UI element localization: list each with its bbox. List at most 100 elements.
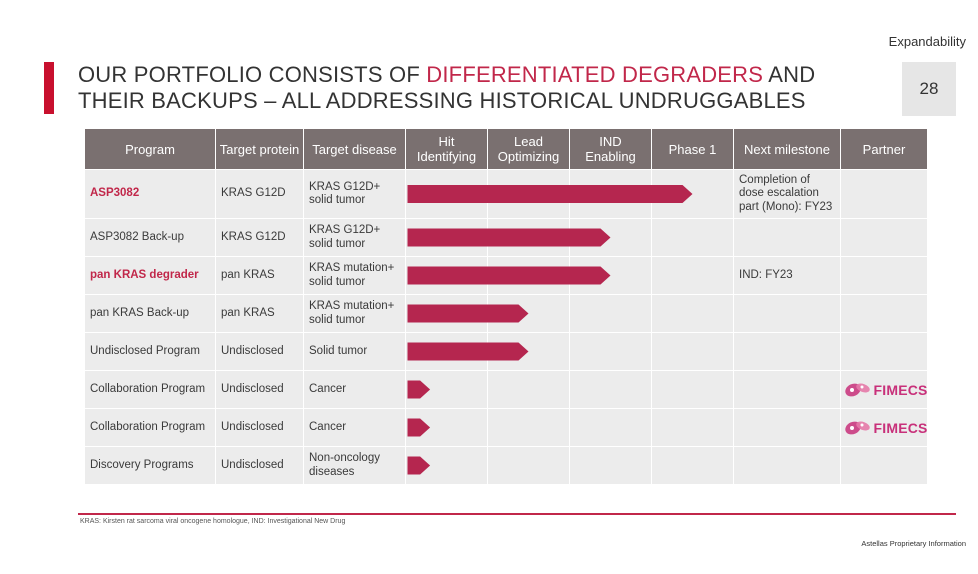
target-protein: Undisclosed [215,408,304,447]
partner-cell [840,332,928,371]
program-name: pan KRAS degrader [84,256,216,295]
next-milestone [733,294,841,333]
program-name: Collaboration Program [84,370,216,409]
table-row: Discovery Programs Undisclosed Non-oncolog… [84,446,928,485]
stage-cell [651,294,734,333]
header-next-milestone: Next milestone [733,128,841,170]
partner-cell [840,370,928,409]
page-number: 28 [902,62,956,116]
stage-cell [569,370,652,409]
header-phase-1: Phase 1 [651,128,734,170]
title-highlight: DIFFERENTIATED DEGRADERS [426,62,764,87]
program-name: Discovery Programs [84,446,216,485]
footnote: KRAS: Kirsten rat sarcoma viral oncogene… [80,518,346,525]
table-row: pan KRAS Back-up pan KRAS KRAS mutation+ so… [84,294,928,333]
stage-cell [487,294,570,333]
title-accent-bar [44,62,54,114]
target-protein: KRAS G12D [215,169,304,219]
header-ind-enabling: IND Enabling [569,128,652,170]
table-row: Undisclosed Program Undisclosed Solid tumo… [84,332,928,371]
stage-cell [405,169,488,219]
header-partner: Partner [840,128,928,170]
table-row: ASP3082 KRAS G12D KRAS G12D+ solid tumor Com… [84,169,928,219]
stage-cell [405,408,488,447]
partner-name: FIMECS [873,381,928,398]
stage-cell [405,218,488,257]
title-line2: THEIR BACKUPS – ALL ADDRESSING HISTORICA… [78,88,806,113]
next-milestone: Completion of dose escalation part (Mono):… [733,169,841,219]
stage-cell [569,169,652,219]
target-disease: KRAS G12D+ solid tumor [303,169,406,219]
stage-cell [569,332,652,371]
target-protein: Undisclosed [215,370,304,409]
program-name: ASP3082 Back-up [84,218,216,257]
stage-cell [487,256,570,295]
stage-cell [569,294,652,333]
stage-cell [487,408,570,447]
target-disease: KRAS mutation+ solid tumor [303,294,406,333]
fimecs-logo-icon [844,421,870,434]
program-name: Collaboration Program [84,408,216,447]
next-milestone [733,332,841,371]
proprietary-notice: Astellas Proprietary Information [861,539,966,548]
fimecs-logo-icon [844,383,870,396]
table-row: ASP3082 Back-up KRAS G12D KRAS G12D+ solid … [84,218,928,257]
stage-cell [569,256,652,295]
stage-cell [405,256,488,295]
program-name: Undisclosed Program [84,332,216,371]
target-disease: KRAS mutation+ solid tumor [303,256,406,295]
partner-name: FIMECS [873,419,928,436]
target-protein: KRAS G12D [215,218,304,257]
slide-title: OUR PORTFOLIO CONSISTS OF DIFFERENTIATED… [78,62,815,114]
stage-cell [651,218,734,257]
header-target-protein: Target protein [215,128,304,170]
next-milestone [733,218,841,257]
title-part2: AND [763,62,816,87]
program-name: ASP3082 [84,169,216,219]
header-lead-optimizing: Lead Optimizing [487,128,570,170]
next-milestone [733,370,841,409]
stage-cell [487,332,570,371]
title-part1: OUR PORTFOLIO CONSISTS OF [78,62,427,87]
header-hit-identifying: Hit Identifying [405,128,488,170]
table-row: pan KRAS degrader pan KRAS KRAS mutation+ s… [84,256,928,295]
partner-logo: FIMECS [844,380,928,400]
header-program: Program [84,128,216,170]
section-tag: Expandability [888,34,966,49]
next-milestone: IND: FY23 [733,256,841,295]
target-protein: pan KRAS [215,256,304,295]
partner-cell [840,256,928,295]
table-row: Collaboration Program Undisclosed Cancer [84,408,928,447]
stage-cell [405,370,488,409]
stage-cell [487,370,570,409]
stage-cell [569,446,652,485]
target-protein: pan KRAS [215,294,304,333]
header-target-disease: Target disease [303,128,406,170]
stage-cell [651,169,734,219]
program-name: pan KRAS Back-up [84,294,216,333]
target-disease: Cancer [303,370,406,409]
partner-cell [840,169,928,219]
target-disease: Non-oncology diseases [303,446,406,485]
next-milestone [733,446,841,485]
stage-cell [651,370,734,409]
next-milestone [733,408,841,447]
footer-rule [78,513,956,515]
stage-cell [651,408,734,447]
stage-cell [651,446,734,485]
stage-cell [569,218,652,257]
stage-cell [405,294,488,333]
target-disease: Solid tumor [303,332,406,371]
partner-cell [840,446,928,485]
stage-cell [487,446,570,485]
stage-cell [487,169,570,219]
target-disease: Cancer [303,408,406,447]
target-protein: Undisclosed [215,446,304,485]
target-disease: KRAS G12D+ solid tumor [303,218,406,257]
stage-cell [569,408,652,447]
stage-cell [405,332,488,371]
stage-cell [487,218,570,257]
target-protein: Undisclosed [215,332,304,371]
stage-cell [405,446,488,485]
partner-logo: FIMECS [844,418,928,438]
